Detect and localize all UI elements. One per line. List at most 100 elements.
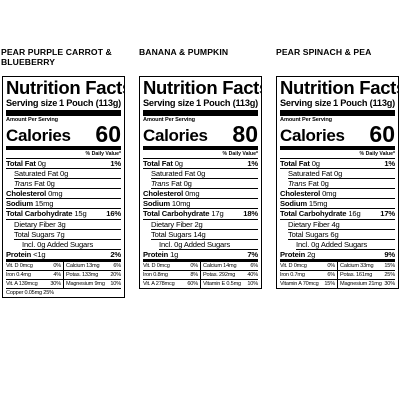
micronutrient-row: Vit. A 278mcg 60% Vitamin E 0.5mg 10%	[143, 280, 258, 289]
cholesterol-label-text: Cholesterol	[280, 189, 321, 199]
saturated-fat-row-label: Saturated Fat 0g	[151, 169, 205, 178]
dietary-fiber-row-label: Dietary Fiber 3g	[14, 220, 66, 229]
micronutrient-row: Vit. D 0mcg 0% Calcium 14mg 6%	[143, 262, 258, 272]
total-sugars-row-amount: 7g	[56, 229, 65, 239]
micronutrient-cell: Magnesium 21mg 30%	[338, 280, 395, 288]
dietary-fiber-label-text: Dietary Fiber	[151, 219, 193, 229]
sodium-row-amount: 10mg	[171, 199, 191, 209]
micronutrient-percent: 6%	[327, 272, 335, 279]
trans-label-text: Trans	[14, 178, 33, 188]
total-fat-row: Total Fat 0g 1%	[6, 159, 121, 169]
total-sugars-row: Total Sugars 7g	[14, 230, 121, 240]
medium-divider	[280, 146, 395, 150]
micronutrient-name: Magnesium 21mg	[340, 281, 382, 288]
protein-row-amount: 1g	[170, 250, 179, 260]
saturated-fat-row-amount: 0g	[60, 168, 69, 178]
flavor-name-line: BANANA & PUMPKIN	[139, 47, 229, 57]
total-carbohydrate-row-amount: 15g	[74, 209, 87, 219]
micronutrient-row: Iron 0.8mg 8% Potas. 292mg 40%	[143, 271, 258, 281]
micronutrient-cell: Vitamin A 70mcg 15%	[280, 280, 338, 289]
saturated-fat-row: Saturated Fat 0g	[151, 169, 258, 179]
micronutrient-name: Vit. A 278mcg	[143, 281, 175, 288]
saturated-fat-row-label: Saturated Fat 0g	[288, 169, 342, 178]
total-carbohydrate-label-text: Total Carbohydrate	[6, 209, 73, 219]
nutrition-facts-title: Nutrition Facts	[280, 77, 399, 98]
trans-fat-row: Trans Fat 0g	[151, 178, 258, 190]
saturated-fat-label-text: Saturated Fat	[151, 168, 196, 178]
protein-row: Protein 1g 7%	[143, 250, 258, 263]
micronutrient-name: Vitamin A 70mcg	[280, 281, 319, 288]
micronutrient-percent: 4%	[53, 272, 61, 279]
thick-divider	[143, 110, 258, 116]
fat-label-text: Fat	[171, 178, 182, 188]
total-sugars-row-amount: 14g	[193, 229, 206, 239]
vitamins-minerals-table: Vit. D 0mcg 0% Calcium 13mg 6% Iron 0.4mg 4% P…	[6, 262, 121, 297]
protein-row-amount: 2g	[307, 250, 316, 260]
micronutrient-name: Iron 0.4mg	[6, 272, 31, 279]
cholesterol-row-label: Cholesterol 0mg	[280, 189, 337, 199]
micronutrient-percent: 8%	[190, 272, 198, 279]
calories-label: Calories	[6, 126, 71, 145]
micronutrient-name: Vit. A 139mcg	[6, 281, 38, 288]
micronutrient-row: Vitamin A 70mcg 15% Magnesium 21mg 30%	[280, 280, 395, 289]
micronutrient-name: Vit. D 0mcg	[143, 263, 170, 270]
micronutrient-percent: 10%	[247, 281, 258, 288]
added-sugars-label: Incl. 0g Added Sugars	[296, 240, 368, 249]
nutrition-facts-title: Nutrition Facts	[143, 77, 262, 98]
micronutrient-name: Vitamin E 0.5mg	[203, 281, 241, 288]
protein-label-text: Protein	[143, 250, 169, 260]
micronutrient-name: Iron 0.8mg	[143, 272, 168, 279]
calories-label: Calories	[280, 126, 345, 145]
total-carbohydrate-row: Total Carbohydrate 15g 16%	[6, 209, 121, 220]
total-fat-row-percent: 1%	[384, 158, 395, 168]
total-sugars-label-text: Total Sugars	[14, 229, 55, 239]
micronutrient-percent: 30%	[50, 281, 61, 288]
total-fat-row-amount: 0g	[174, 158, 183, 168]
protein-row-amount: <1g	[33, 250, 46, 260]
dietary-fiber-row-label: Dietary Fiber 2g	[151, 220, 203, 229]
dietary-fiber-label-text: Dietary Fiber	[14, 219, 56, 229]
dietary-fiber-row-label: Dietary Fiber 4g	[288, 220, 340, 229]
saturated-fat-label-text: Saturated Fat	[14, 168, 59, 178]
flavor-name-line: PEAR SPINACH & PEA	[276, 47, 372, 57]
saturated-fat-row-amount: 0g	[197, 168, 206, 178]
dietary-fiber-row-amount: 2g	[194, 219, 203, 229]
total-carbohydrate-row: Total Carbohydrate 17g 18%	[143, 209, 258, 220]
total-fat-row-percent: 1%	[110, 158, 121, 168]
amount-per-serving: Amount Per Serving	[280, 117, 332, 123]
micronutrient-percent: 0%	[53, 263, 61, 270]
serving-size-value: 1 Pouch (113g)	[195, 98, 258, 108]
flavor-name-line: BLUEBERRY	[1, 57, 56, 67]
total-sugars-label-text: Total Sugars	[151, 229, 192, 239]
trans-fat-row-label: Trans Fat 0g	[288, 179, 329, 188]
sodium-row-amount: 15mg	[308, 199, 328, 209]
serving-size-value: 1 Pouch (113g)	[332, 98, 395, 108]
daily-value-header: % Daily Value*	[6, 151, 121, 159]
amount-per-serving: Amount Per Serving	[6, 117, 58, 123]
calories-row: Calories 60	[6, 121, 121, 147]
micronutrient-cell: Iron 0.8mg 8%	[143, 271, 201, 280]
sodium-row-label: Sodium 15mg	[6, 199, 53, 208]
micronutrient-percent: 6%	[113, 263, 121, 270]
calories-row: Calories 80	[143, 123, 258, 146]
serving-size-row: Serving size 1 Pouch (113g)	[6, 98, 121, 109]
total-sugars-label-text: Total Sugars	[288, 229, 329, 239]
micronutrient-percent: 15%	[324, 281, 335, 288]
trans-fat-row: Trans Fat 0g	[288, 179, 395, 190]
serving-size-label: Serving size	[6, 98, 58, 108]
nutrition-facts-panel: Nutrition Facts Serving size 1 Pouch (113g…	[2, 76, 125, 299]
trans-fat-row-amount: 0g	[183, 178, 192, 188]
micronutrient-percent: 20%	[110, 272, 121, 279]
protein-label-text: Protein	[280, 250, 306, 260]
calories-value: 60	[369, 121, 395, 147]
total-sugars-row: Total Sugars 6g	[288, 230, 395, 240]
dietary-fiber-label-text: Dietary Fiber	[288, 219, 330, 229]
total-sugars-row-label: Total Sugars 7g	[14, 230, 65, 239]
total-fat-row-amount: 0g	[37, 158, 46, 168]
total-carbohydrate-row-label: Total Carbohydrate 17g	[143, 209, 224, 218]
sodium-label-text: Sodium	[6, 199, 33, 209]
sodium-row: Sodium 15mg	[6, 199, 121, 210]
micronutrient-row-single: Copper 0.05mg 25%	[6, 290, 54, 297]
calories-value: 60	[95, 121, 121, 147]
total-sugars-row-amount: 6g	[330, 229, 339, 239]
